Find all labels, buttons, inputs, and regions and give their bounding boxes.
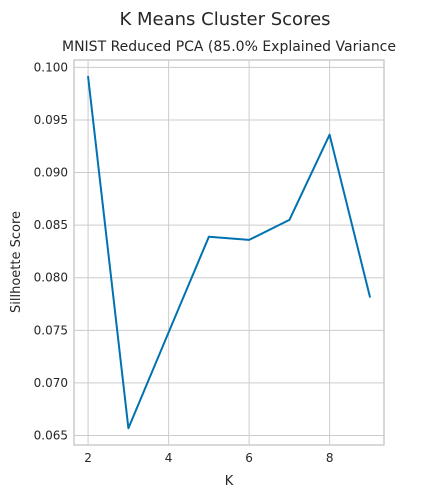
y-tick-label: 0.090 [34,166,68,180]
y-axis-label: Sillhoette Score [9,211,24,313]
silhouette-score-line [87,75,371,430]
tick-labels: 2 4 6 8 0.065 0.070 0.075 0.080 0.085 0.090 0.095 0… [34,60,334,465]
plot-area-frame [73,59,385,446]
y-tick-label: 0.080 [34,271,68,285]
y-tick-label: 0.095 [34,113,68,127]
y-tick-label: 0.065 [34,429,68,443]
grid-lines [74,60,384,445]
y-tick-label: 0.100 [34,60,68,74]
y-tick-label: 0.070 [34,376,68,390]
y-tick-label: 0.085 [34,218,68,232]
y-tick-label: 0.075 [34,323,68,337]
chart-suptitle: K Means Cluster Scores [119,9,330,30]
x-axis-label: K [225,474,234,489]
x-tick-label: 6 [245,451,253,465]
x-tick-label: 4 [165,451,173,465]
x-tick-label: 8 [326,451,334,465]
chart-title: MNIST Reduced PCA (85.0% Explained Varia… [62,39,396,55]
x-tick-label: 2 [84,451,92,465]
